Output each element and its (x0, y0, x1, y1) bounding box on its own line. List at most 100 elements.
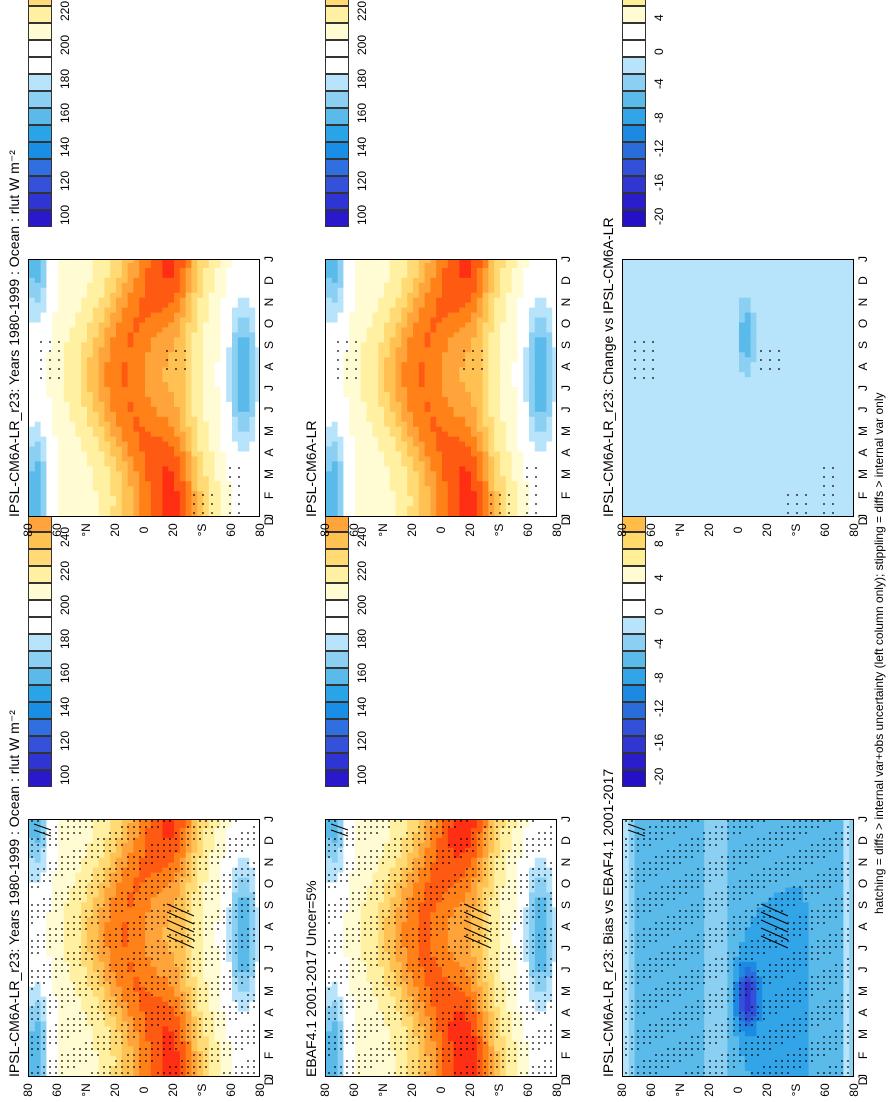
heatmap-cell (471, 981, 478, 987)
heatmap-cell (552, 862, 557, 868)
heatmap-cell (58, 1045, 65, 1052)
heatmap-cell (494, 981, 501, 987)
heatmap-cell (395, 926, 402, 933)
heatmap-cell (366, 926, 373, 933)
colorbar-swatch (28, 668, 52, 685)
stipple-dot (229, 850, 231, 852)
stipple-dot (259, 862, 260, 864)
heatmap-cell (360, 1016, 367, 1022)
heatmap-cell (511, 961, 518, 967)
heatmap-cell (168, 877, 175, 883)
heatmap-cell (360, 916, 367, 923)
stipple-dot (157, 1048, 159, 1050)
heatmap-cell (552, 1065, 557, 1072)
stipple-dot (37, 1036, 39, 1038)
heatmap-cell (337, 926, 344, 933)
heatmap-cell (401, 892, 408, 898)
heatmap-cell (40, 996, 47, 1002)
heatmap-cell (401, 911, 408, 918)
heatmap-cell (471, 857, 478, 863)
heatmap-cell (174, 852, 181, 858)
heatmap-cell (58, 941, 65, 947)
heatmap-cell (413, 896, 420, 903)
stipple-dot (169, 940, 171, 942)
heatmap-cell (384, 991, 391, 997)
stipple-dot (55, 874, 57, 876)
heatmap-cell (208, 842, 216, 848)
heatmap-cell (185, 892, 192, 898)
heatmap-cell (116, 896, 123, 903)
heatmap-cell (203, 892, 210, 898)
stipple-dot (121, 964, 123, 966)
stipple-dot (187, 844, 189, 846)
stipple-dot (259, 1054, 260, 1056)
heatmap-cell (98, 916, 105, 923)
heatmap-cell (110, 936, 117, 943)
heatmap-cell (523, 911, 530, 918)
heatmap-cell (442, 1016, 449, 1022)
heatmap-cell (63, 901, 70, 908)
heatmap-cell (552, 956, 557, 962)
heatmap-cell (413, 877, 420, 883)
stipple-dot (235, 880, 237, 882)
heatmap-cell (476, 1040, 484, 1047)
heatmap-cell (413, 941, 420, 947)
heatmap-cell (430, 916, 437, 923)
stipple-dot (211, 862, 213, 864)
heatmap-cell (69, 877, 76, 883)
heatmap-cell (69, 872, 76, 878)
heatmap-cell (465, 1001, 472, 1007)
heatmap-cell (366, 872, 373, 878)
heatmap-cell (40, 857, 47, 863)
heatmap-cell (424, 966, 431, 972)
heatmap-cell (174, 941, 181, 947)
stipple-dot (235, 820, 237, 822)
stipple-dot (217, 958, 219, 960)
stipple-dot (199, 862, 201, 864)
heatmap-cell (326, 936, 333, 943)
heatmap-cell (453, 986, 460, 992)
heatmap-cell (424, 852, 431, 858)
stipple-dot (91, 1006, 93, 1008)
heatmap-cell (482, 862, 489, 868)
stipple-dot (133, 988, 135, 990)
heatmap-cell (121, 941, 129, 947)
stipple-dot (247, 934, 249, 936)
heatmap-cell (389, 1030, 396, 1037)
heatmap-cell (418, 936, 426, 943)
stipple-dot (157, 916, 159, 918)
heatmap-cell (360, 1021, 367, 1027)
stipple-dot (79, 928, 81, 930)
heatmap-cell (360, 1001, 367, 1007)
heatmap-cell (378, 941, 385, 947)
heatmap-cell (546, 857, 553, 863)
heatmap-cell (150, 1035, 158, 1042)
stipple-dot (115, 970, 117, 972)
heatmap-cell (552, 921, 557, 928)
stipple-dot (79, 1024, 81, 1026)
heatmap-cell (92, 882, 99, 888)
heatmap-cell (232, 906, 239, 913)
heatmap-cell (168, 1065, 175, 1072)
heatmap-cell (395, 1016, 402, 1022)
heatmap-cell (40, 946, 47, 952)
heatmap-cell (121, 877, 129, 883)
stipple-dot (85, 976, 87, 978)
heatmap-cell (355, 906, 362, 913)
heatmap-cell (162, 956, 169, 962)
heatmap-cell (40, 892, 47, 898)
colorbar-label: 200 (58, 594, 72, 615)
heatmap-cell (127, 867, 134, 873)
heatmap-cell (436, 1040, 443, 1047)
stipple-dot (175, 838, 177, 840)
heatmap-cell (378, 991, 385, 997)
heatmap-cell (104, 921, 111, 928)
heatmap-cell (116, 887, 123, 893)
y-tick-label: 60 (224, 1083, 238, 1097)
heatmap-cell (366, 1030, 373, 1037)
heatmap-cell (395, 852, 402, 858)
heatmap-cell (174, 1006, 181, 1012)
stipple-dot (145, 1024, 147, 1026)
heatmap-cell (75, 981, 82, 987)
stipple-dot (253, 832, 255, 834)
